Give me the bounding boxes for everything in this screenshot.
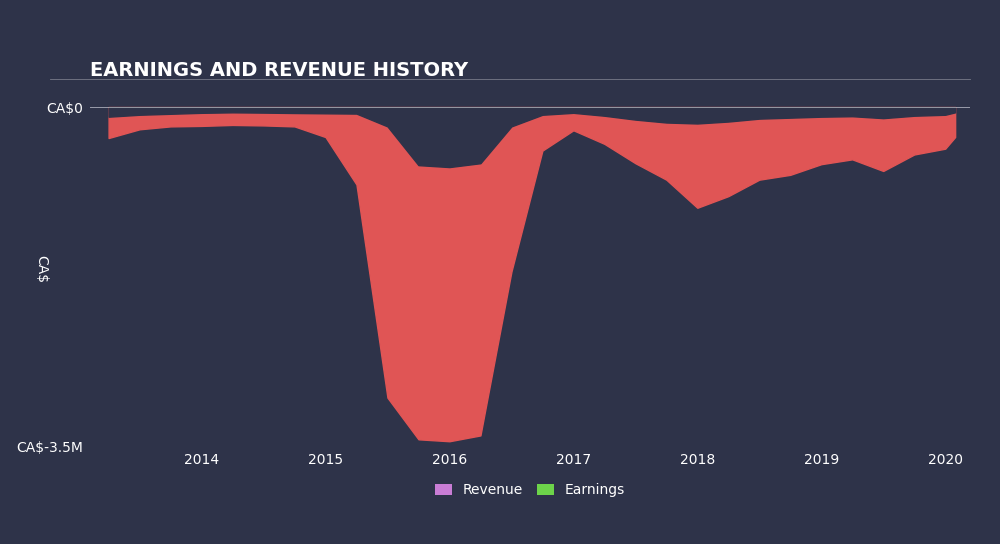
Text: CA$: CA$ [35, 255, 49, 283]
Text: EARNINGS AND REVENUE HISTORY: EARNINGS AND REVENUE HISTORY [90, 61, 468, 80]
Legend: Revenue, Earnings: Revenue, Earnings [429, 478, 631, 503]
